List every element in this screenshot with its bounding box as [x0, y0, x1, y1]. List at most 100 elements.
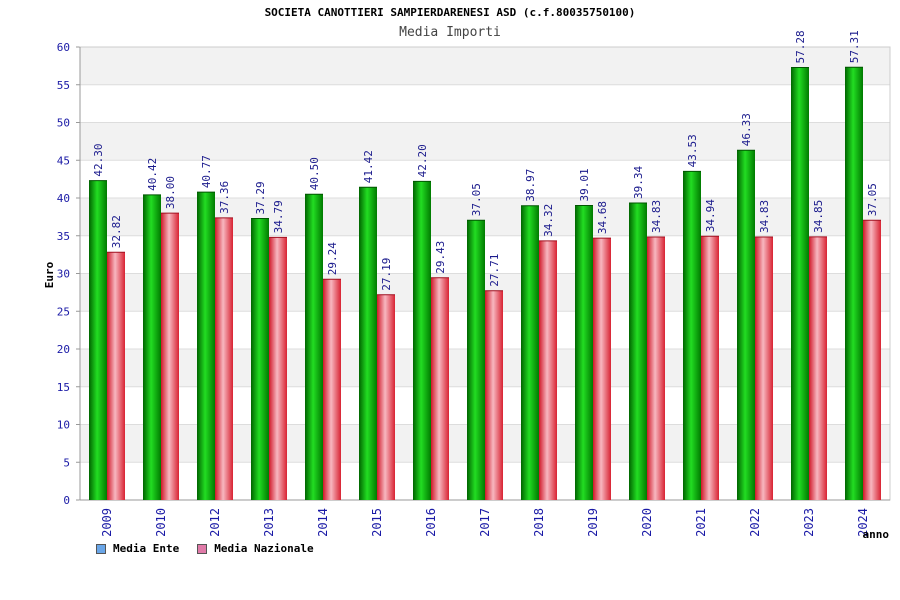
x-tick-label: 2013: [262, 508, 276, 537]
y-tick-label: 25: [57, 305, 70, 318]
data-label: 37.05: [866, 183, 879, 216]
data-label: 29.24: [326, 242, 339, 275]
x-tick-label: 2015: [370, 508, 384, 537]
x-tick-label: 2009: [100, 508, 114, 537]
legend-swatch-media-ente: [96, 543, 106, 554]
data-label: 42.20: [416, 144, 429, 177]
data-label: 27.71: [488, 254, 501, 287]
bar-media-ente: [467, 220, 485, 500]
bar-media-nazionale: [161, 213, 179, 500]
data-label: 39.01: [578, 168, 591, 201]
bar-media-nazionale: [863, 220, 881, 500]
data-label: 34.83: [758, 200, 771, 233]
bar-media-ente: [143, 194, 161, 501]
y-tick-label: 35: [57, 230, 70, 243]
data-label: 40.50: [308, 157, 321, 190]
data-label: 57.31: [848, 30, 861, 63]
bar-media-ente: [683, 171, 701, 500]
bar-media-nazionale: [647, 237, 665, 500]
x-tick-label: 2023: [802, 508, 816, 537]
data-label: 34.83: [650, 200, 663, 233]
y-tick-label: 10: [57, 419, 70, 432]
x-tick-label: 2014: [316, 508, 330, 537]
data-label: 34.94: [704, 199, 717, 232]
y-tick-label: 60: [57, 41, 70, 54]
y-tick-label: 45: [57, 154, 70, 167]
bar-media-ente: [197, 192, 215, 500]
data-label: 32.82: [110, 215, 123, 248]
legend-item-media-ente: Media Ente: [96, 542, 179, 555]
data-label: 34.32: [542, 204, 555, 237]
bar-media-ente: [845, 67, 863, 500]
y-tick-label: 30: [57, 268, 70, 281]
y-tick-label: 15: [57, 381, 70, 394]
data-label: 27.19: [380, 258, 393, 291]
data-label: 46.33: [740, 113, 753, 146]
data-label: 42.30: [92, 144, 105, 177]
y-tick-label: 0: [63, 494, 70, 507]
x-tick-label: 2021: [694, 508, 708, 537]
data-label: 38.97: [524, 169, 537, 202]
bar-media-ente: [521, 205, 539, 501]
bar-media-nazionale: [593, 238, 611, 500]
legend-label-media-ente: Media Ente: [113, 542, 180, 555]
bar-media-nazionale: [377, 294, 395, 500]
y-tick-label: 40: [57, 192, 70, 205]
bar-media-ente: [629, 202, 647, 500]
data-label: 29.43: [434, 241, 447, 274]
data-label: 41.42: [362, 150, 375, 183]
grid-band: [80, 47, 890, 85]
legend-label-media-nazionale: Media Nazionale: [214, 542, 314, 555]
data-label: 40.42: [146, 158, 159, 191]
x-tick-label: 2012: [208, 508, 222, 537]
bar-media-ente: [575, 205, 593, 501]
bar-media-ente: [305, 194, 323, 500]
bar-media-nazionale: [269, 237, 287, 500]
bar-media-nazionale: [701, 236, 719, 500]
bar-media-ente: [737, 150, 755, 500]
x-tick-label: 2020: [640, 508, 654, 537]
data-label: 37.36: [218, 181, 231, 214]
bar-media-nazionale: [215, 217, 233, 500]
axes: 0 5 10 15 20 25 30 35 40 45 50 55 60 2009 2010 2012 2013…: [57, 41, 891, 537]
bar-media-ente: [791, 67, 809, 500]
data-label: 34.85: [812, 200, 825, 233]
chart-subtitle: Media Importi: [399, 25, 501, 40]
data-label: 37.05: [470, 183, 483, 216]
bar-media-nazionale: [323, 279, 341, 500]
y-tick-label: 55: [57, 79, 70, 92]
legend-item-media-nazionale: Media Nazionale: [197, 542, 314, 555]
data-labels: 42.30 32.82 40.42 38.00 40.77 37.36 37.29 34.79…: [92, 30, 879, 291]
y-tick-label: 5: [63, 456, 70, 469]
y-tick-label: 20: [57, 343, 70, 356]
bar-media-ente: [89, 180, 107, 500]
data-label: 39.34: [632, 165, 645, 198]
chart-title: SOCIETA CANOTTIERI SAMPIERDARENESI ASD (…: [264, 6, 636, 19]
bar-media-ente: [251, 218, 269, 500]
data-label: 57.28: [794, 30, 807, 63]
x-tick-label: 2010: [154, 508, 168, 537]
bar-media-nazionale: [485, 290, 503, 500]
legend-swatch-media-nazionale: [197, 543, 208, 554]
grid-band: [80, 122, 890, 161]
bar-media-nazionale: [539, 240, 557, 500]
data-label: 34.68: [596, 201, 609, 234]
bar-media-nazionale: [431, 277, 449, 500]
data-label: 34.79: [272, 200, 285, 233]
y-axis-label: Euro: [43, 261, 56, 288]
x-tick-label: 2018: [532, 508, 546, 537]
x-tick-label: 2017: [478, 508, 492, 537]
legend: Media Ente Media Nazionale: [96, 542, 314, 555]
bars: [89, 66, 881, 501]
data-label: 40.77: [200, 155, 213, 188]
bar-media-ente: [359, 187, 377, 501]
x-tick-label: 2022: [748, 508, 762, 537]
x-tick-label: 2024: [856, 508, 870, 537]
data-label: 38.00: [164, 176, 177, 209]
data-label: 43.53: [686, 134, 699, 167]
bar-media-nazionale: [107, 252, 125, 500]
x-axis-label: anno: [863, 528, 890, 541]
x-tick-label: 2019: [586, 508, 600, 537]
